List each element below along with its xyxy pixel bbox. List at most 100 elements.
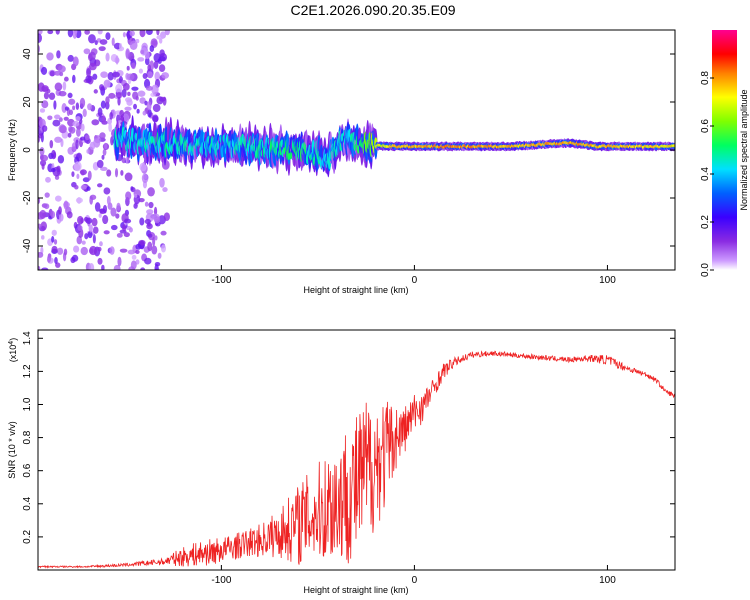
noise-blob [99,84,105,91]
noise-blob [112,71,120,78]
noise-blob [145,30,153,36]
noise-blob [103,187,111,195]
noise-blob [125,191,132,201]
noise-blob [147,64,151,72]
noise-blob [131,62,136,70]
noise-blob [56,50,61,59]
noise-blob [88,51,96,61]
noise-blob [109,246,115,255]
noise-blob [87,230,93,239]
noise-blob [58,117,63,122]
noise-blob [115,83,123,94]
noise-blob [101,264,105,270]
noise-blob [92,226,99,234]
noise-blob [61,103,67,114]
bottom-y-tick-label: 0.2 [22,530,33,544]
noise-blob [75,139,79,150]
noise-blob [139,217,145,226]
noise-blob [76,173,80,179]
noise-blob [154,263,159,270]
top-y-tick-label: 20 [22,96,33,108]
noise-blob [97,257,103,265]
noise-blob [105,96,110,105]
top-y-tick-label: 40 [22,48,33,60]
noise-blob [161,72,170,79]
bottom-y-tick-label: 1.2 [22,364,33,378]
noise-blob [116,202,121,211]
noise-blob [149,45,155,53]
noise-blob [59,125,67,134]
noise-blob [66,211,73,219]
noise-blob [89,195,93,205]
top-x-tick-label: 0 [412,275,418,286]
noise-blob [58,213,64,222]
noise-blob [57,65,66,73]
noise-blob [87,170,92,181]
noise-blob [125,48,130,59]
noise-blob [97,246,102,252]
noise-blob [138,68,143,74]
noise-blob [141,42,148,52]
bottom-x-axis: -100 0 100 [211,565,616,586]
noise-blob [72,120,80,127]
noise-blob [115,213,120,219]
noise-blob [83,216,89,222]
noise-blob [124,172,133,182]
noise-blob [54,256,58,265]
noise-blob [106,195,111,206]
noise-blob [98,213,102,218]
noise-blob [71,254,79,262]
noise-blob [48,152,54,160]
noise-blob [160,244,167,253]
noise-blob [72,56,79,67]
noise-blob [41,100,49,109]
noise-blob [67,132,72,138]
noise-blob [142,73,148,79]
noise-blob [110,224,118,231]
noise-blob [75,127,81,137]
noise-blob [106,81,111,88]
noise-blob [148,201,154,209]
noise-blob [105,52,110,62]
noise-blob [75,197,83,204]
noise-blob [47,115,53,121]
noise-blob [160,230,167,236]
noise-blob [144,201,149,207]
noise-blob [94,40,98,46]
colorbar-tick-label: 0.8 [700,71,711,85]
noise-blob [119,42,123,51]
noise-blob [125,97,132,103]
noise-blob [80,123,85,132]
noise-blob [156,96,164,105]
noise-blob [88,34,96,44]
noise-blob [98,46,106,52]
noise-blob [119,109,125,118]
noise-blob [40,66,48,75]
noise-blob [137,57,145,62]
noise-blob [122,32,126,38]
noise-blob [88,262,95,270]
noise-blob [97,30,103,35]
noise-blob [86,68,91,78]
bottom-axes-frame [37,329,676,571]
noise-blob [72,74,76,84]
noise-blob [133,193,138,198]
noise-blob [129,40,138,51]
noise-blob [158,64,166,73]
noise-blob [41,267,49,270]
noise-blob [55,195,62,202]
bottom-y-tick-label: 1.4 [22,331,33,345]
colorbar-ticks: 0.0 0.2 0.4 0.6 0.8 [700,71,714,277]
noise-blob [63,248,68,256]
noise-blob [38,33,42,43]
noise-blob [154,216,161,224]
noise-blob [122,224,127,232]
noise-blob [79,97,86,108]
noise-blob [44,203,50,210]
noise-blob [88,62,97,71]
noise-blob [48,92,56,100]
noise-blob [83,48,91,55]
noise-blob [102,148,107,156]
noise-blob [81,240,86,245]
noise-blob [46,89,51,94]
